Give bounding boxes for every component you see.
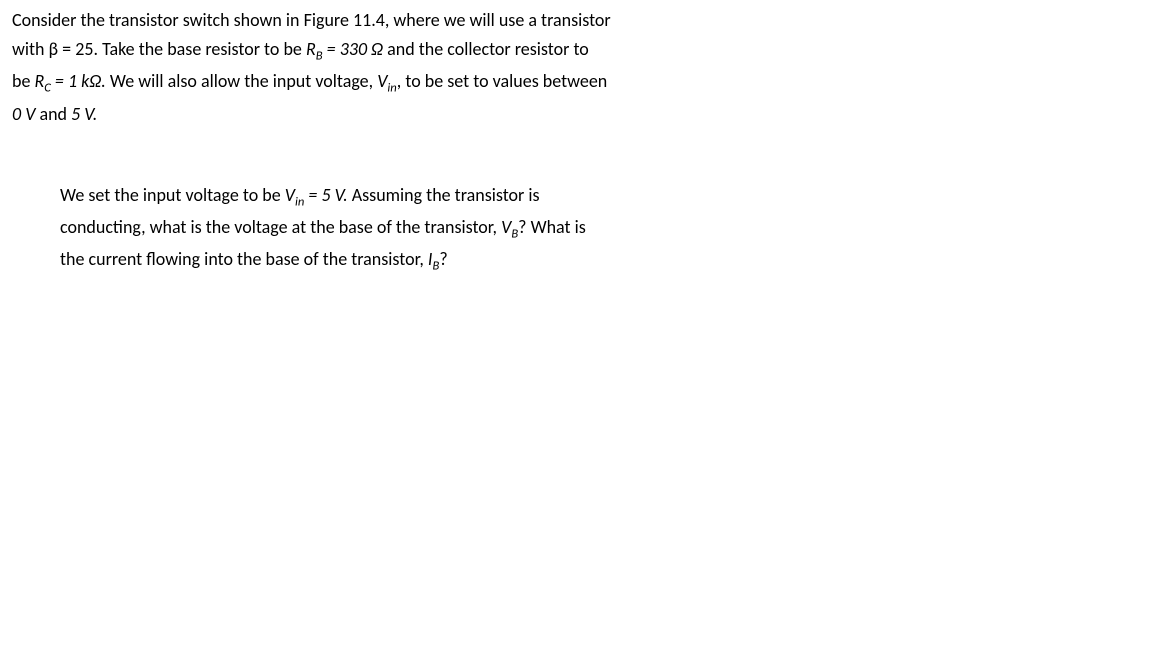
value: 0 V bbox=[12, 103, 35, 125]
text: be bbox=[12, 70, 34, 92]
question-block: We set the input voltage to be Vin = 5 V… bbox=[60, 183, 700, 276]
question-line-3: the current flowing into the base of the… bbox=[60, 247, 700, 275]
text: Assuming the transistor is bbox=[348, 184, 540, 206]
value: = 5 V. bbox=[304, 184, 347, 206]
question-line-1: We set the input voltage to be Vin = 5 V… bbox=[60, 183, 700, 211]
symbol-vin: Vin bbox=[377, 70, 397, 92]
text: , to be set to values between bbox=[397, 70, 607, 92]
problem-intro: Consider the transistor switch shown in … bbox=[12, 8, 1140, 127]
value: 5 V. bbox=[71, 103, 97, 125]
intro-line-4: 0 V and 5 V. bbox=[12, 102, 1140, 127]
intro-line-2: with β = 25. Take the base resistor to b… bbox=[12, 37, 1140, 65]
text: the current flowing into the base of the… bbox=[60, 248, 428, 270]
text: We set the input voltage to be bbox=[60, 184, 285, 206]
text: ? What is bbox=[518, 216, 586, 238]
text: ? bbox=[439, 248, 447, 270]
symbol-rc: RC bbox=[34, 70, 50, 92]
question-line-2: conducting, what is the voltage at the b… bbox=[60, 215, 700, 243]
intro-line-1: Consider the transistor switch shown in … bbox=[12, 8, 1140, 33]
symbol-ib: IB bbox=[428, 248, 439, 270]
symbol-vin: Vin bbox=[285, 184, 305, 206]
text: and the collector resistor to bbox=[383, 38, 589, 60]
text: conducting, what is the voltage at the b… bbox=[60, 216, 501, 238]
text: Consider the transistor switch shown in … bbox=[12, 9, 611, 31]
text: and bbox=[35, 103, 71, 125]
text: We will also allow the input voltage, bbox=[106, 70, 377, 92]
value: = 330 Ω bbox=[323, 38, 384, 60]
symbol-vb: VB bbox=[501, 216, 518, 238]
value: = 1 kΩ. bbox=[51, 70, 106, 92]
symbol-rb: RB bbox=[306, 38, 323, 60]
intro-line-3: be RC = 1 kΩ. We will also allow the inp… bbox=[12, 69, 1140, 97]
text: with β = 25. Take the base resistor to b… bbox=[12, 38, 306, 60]
